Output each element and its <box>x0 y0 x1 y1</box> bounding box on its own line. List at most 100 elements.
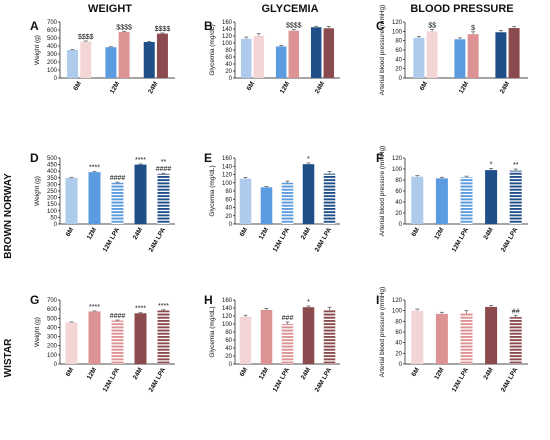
panel-b-y-tick-label: 40 <box>225 62 232 68</box>
panel-i-bar <box>411 310 424 364</box>
panel-f-category-label: 24M <box>482 227 494 241</box>
panel-f-bar-annotation: ** <box>513 162 519 169</box>
panel-c-bar <box>413 37 425 78</box>
panel-c-bar-annotation: $$ <box>428 22 436 29</box>
panel-h-category-label: 24M <box>300 367 312 381</box>
column-title-weight: WEIGHT <box>88 3 132 15</box>
panel-g-bar <box>88 311 101 364</box>
panel-f-y-tick-label: 40 <box>395 200 402 206</box>
panel-f-letter: F <box>376 151 383 165</box>
panel-i-category-label: 12M LPA <box>451 366 471 393</box>
panel-f-y-tick-label: 60 <box>395 189 402 195</box>
panel-g-y-label: Weight (g) <box>34 317 41 347</box>
panel-a-y-tick-label: 600 <box>47 28 58 34</box>
panel-f-y-tick-label: 0 <box>399 222 403 228</box>
panel-f-y-tick-label: 100 <box>392 167 403 173</box>
panel-g-bar <box>134 313 147 364</box>
panel-f-bar-annotation: * <box>490 161 493 168</box>
panel-h-category-label: 6M <box>239 367 250 378</box>
row-title-wistar: WISTAR <box>3 338 14 377</box>
panel-a-y-tick-label: 200 <box>47 60 58 66</box>
panel-g-y-tick-label: 300 <box>47 335 58 341</box>
panel-c-category-label: 24M <box>499 81 511 95</box>
panel-d-category-label: 6M <box>65 227 76 238</box>
panel-d-bar-annotation: #### <box>156 166 172 173</box>
panel-f-bar <box>435 178 448 224</box>
panel-g-category-label: 24M <box>132 367 144 381</box>
panel-e-y-tick-label: 60 <box>225 197 232 203</box>
panel-g-category-label: 12M LPA <box>102 366 122 393</box>
panel-g-bar-annotation: #### <box>110 313 126 320</box>
panel-a-y-tick-label: 500 <box>47 36 58 42</box>
panel-i-bar <box>485 306 498 364</box>
panel-g-bar-annotation: **** <box>158 303 169 310</box>
panel-a-bar <box>80 41 92 78</box>
panel-a-y-label: Weight (g) <box>34 35 41 65</box>
panel-i-category-label: 12M <box>433 367 445 381</box>
panel-h-bar <box>281 324 294 364</box>
panel-e-y-tick-label: 120 <box>222 173 233 179</box>
panel-e-y-tick-label: 140 <box>222 164 233 170</box>
panel-h-letter: H <box>204 293 213 307</box>
panel-d-y-tick-label: 500 <box>47 156 58 162</box>
panel-i-y-tick-label: 120 <box>392 298 403 304</box>
panel-h-y-tick-label: 140 <box>222 306 233 312</box>
panel-b-y-tick-label: 80 <box>225 48 232 54</box>
panel-c-bar <box>508 28 520 78</box>
panel-f-bar <box>509 170 522 224</box>
panel-h-y-tick-label: 80 <box>225 330 232 336</box>
panel-e-bar <box>323 173 336 224</box>
panel-c-bar <box>454 39 466 78</box>
panel-b-y-tick-label: 0 <box>229 76 233 82</box>
panel-d-y-tick-label: 200 <box>47 196 58 202</box>
panel-g-category-label: 6M <box>65 367 76 378</box>
panel-b-y-tick-label: 20 <box>225 69 232 75</box>
panel-b-y-tick-label: 120 <box>222 34 233 40</box>
panel-f-y-label: Arterial blood pressure (mmHg) <box>379 146 386 237</box>
panel-b-y-tick-label: 100 <box>222 41 233 47</box>
panel-i-bar-annotation: ## <box>512 308 520 315</box>
panel-b-y-tick-label: 160 <box>222 20 233 26</box>
panel-i-category-label: 24M <box>482 367 494 381</box>
panel-h-y-tick-label: 40 <box>225 346 232 352</box>
panel-d-bar <box>65 177 78 224</box>
panel-i-y-tick-label: 20 <box>395 351 402 357</box>
panel-d-y-tick-label: 400 <box>47 169 58 175</box>
panel-c-y-tick-label: 40 <box>395 57 402 63</box>
panel-d-category-label: 24M LPA <box>148 226 168 253</box>
panel-i: I 0 20 40 60 80 100 120 Arterial blood pressure … <box>376 287 528 393</box>
panel-g-bar-annotation: **** <box>135 306 146 313</box>
panel-g-bar <box>111 320 124 364</box>
panel-h-y-tick-label: 160 <box>222 298 233 304</box>
panel-b-letter: B <box>204 19 213 33</box>
panel-e-y-tick-label: 0 <box>229 222 233 228</box>
panel-e: E 0 20 40 60 80 100 120 140 160 Glycemia (mg/dL) 6M… <box>204 151 340 253</box>
panel-f-bar <box>485 170 498 224</box>
panel-d-bar <box>134 164 147 224</box>
panel-c-category-label: 6M <box>419 81 430 92</box>
panel-h: H 0 20 40 60 80 100 120 140 160 Glycemia (mg/dL) 6M… <box>204 293 340 393</box>
panel-d-bar-annotation: **** <box>89 164 100 171</box>
panel-h-y-tick-label: 20 <box>225 354 232 360</box>
panel-c-letter: C <box>376 19 385 33</box>
panel-b-category-label: 24M <box>314 81 326 95</box>
panel-i-category-label: 6M <box>410 367 421 378</box>
panel-d-y-tick-label: 300 <box>47 182 58 188</box>
panel-g-letter: G <box>30 293 39 307</box>
panel-h-y-tick-label: 120 <box>222 314 233 320</box>
panel-e-letter: E <box>204 151 212 165</box>
panel-d-category-label: 24M <box>132 227 144 241</box>
panel-h-category-label: 12M <box>258 367 270 381</box>
panel-a-bar-annotation: $$$$ <box>78 34 94 41</box>
panel-c-y-tick-label: 60 <box>395 48 402 54</box>
panel-h-bar <box>239 316 252 364</box>
column-title-blood-pressure: BLOOD PRESSURE <box>410 3 513 15</box>
panel-d-y-tick-label: 350 <box>47 176 58 182</box>
panel-h-y-tick-label: 60 <box>225 338 232 344</box>
panel-b-y-tick-label: 60 <box>225 55 232 61</box>
panel-h-bar <box>260 310 273 364</box>
panel-c-y-tick-label: 80 <box>395 39 402 45</box>
panel-i-y-tick-label: 0 <box>399 362 403 368</box>
panel-h-bar-annotation: * <box>307 299 310 306</box>
panel-g-y-tick-label: 0 <box>54 362 58 368</box>
